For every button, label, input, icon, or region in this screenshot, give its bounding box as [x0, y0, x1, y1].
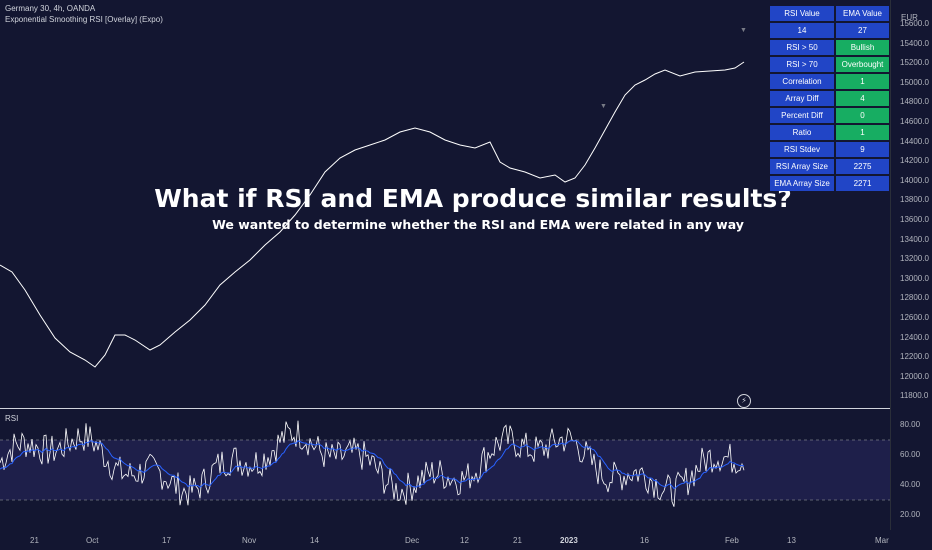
rsi-axis-label: 20.00 [900, 510, 921, 519]
currency-label: EUR [901, 13, 918, 22]
time-axis-label: 21 [513, 536, 522, 545]
price-line [0, 61, 745, 368]
stats-value: 1 [836, 125, 889, 140]
time-axis-label: Oct [86, 536, 99, 545]
headline: What if RSI and EMA produce similar resu… [154, 184, 792, 213]
stats-value: 9 [836, 142, 889, 157]
rsi-pane-label: RSI [5, 414, 19, 423]
stats-table: RSI Value EMA Value 14 27 RSI > 50 Bulli… [768, 4, 891, 193]
rsi-axis-label: 60.00 [900, 450, 921, 459]
price-axis-label: 14600.0 [900, 117, 929, 126]
stats-label: Array Diff [770, 91, 834, 106]
stats-label: RSI > 70 [770, 57, 834, 72]
stats-header-row: RSI Value EMA Value [770, 6, 889, 21]
rsi-ema-line [0, 440, 745, 490]
stats-row: RSI Stdev 9 [770, 142, 889, 157]
time-axis-label: 21 [30, 536, 39, 545]
price-axis-label: 14000.0 [900, 175, 929, 185]
price-axis-label: 14200.0 [900, 156, 929, 166]
price-axis-border [890, 0, 891, 530]
stats-label: Correlation [770, 74, 834, 89]
stats-header-rsi: RSI Value [770, 6, 834, 21]
stats-row: Percent Diff 0 [770, 108, 889, 123]
price-axis-label: 12600.0 [900, 313, 929, 322]
stats-value: 2271 [836, 176, 889, 191]
price-axis-label: 14800.0 [900, 97, 929, 107]
price-axis-label: 15600.0 [900, 19, 929, 28]
stats-label: Ratio [770, 125, 834, 140]
rsi-band-fill [0, 440, 890, 500]
price-axis-label: 15200.0 [900, 58, 929, 68]
rsi-chart[interactable] [0, 410, 890, 530]
time-axis-label: 16 [640, 536, 649, 545]
stats-row: Ratio 1 [770, 125, 889, 140]
time-axis-label: Mar [875, 536, 889, 545]
triangle-down-icon: ▼ [740, 27, 747, 34]
rsi-axis-label: 40.00 [900, 480, 921, 489]
rsi-axis-label: 80.00 [900, 420, 921, 429]
time-axis-label: Nov [242, 536, 257, 545]
time-axis-label: 2023 [560, 536, 578, 545]
stats-value: 4 [836, 91, 889, 106]
stats-label: RSI Array Size [770, 159, 834, 174]
stats-value: 2275 [836, 159, 889, 174]
price-axis-label: 13200.0 [900, 254, 929, 264]
rsi-line [0, 420, 745, 507]
stats-value: 1 [836, 74, 889, 89]
time-axis-label: Feb [725, 536, 739, 545]
stats-row: RSI > 70 Overbought [770, 57, 889, 72]
stats-label: Percent Diff [770, 108, 834, 123]
time-axis-label: 17 [162, 536, 171, 545]
subheadline: We wanted to determine whether the RSI a… [212, 217, 744, 232]
stats-label: RSI Stdev [770, 142, 834, 157]
price-axis-label: 15400.0 [900, 38, 929, 48]
stats-value: Overbought [836, 57, 889, 72]
time-axis-label: 12 [460, 536, 469, 545]
stats-row: RSI Array Size 2275 [770, 159, 889, 174]
stats-row: Array Diff 4 [770, 91, 889, 106]
time-axis-label: 13 [787, 536, 796, 545]
price-axis-label: 12000.0 [900, 371, 929, 381]
triangle-down-icon: ▼ [600, 103, 607, 110]
price-axis-label: 14400.0 [900, 136, 929, 146]
stats-row: RSI > 50 Bullish [770, 40, 889, 55]
stats-label: RSI > 50 [770, 40, 834, 55]
price-axis-label: 12200.0 [900, 352, 929, 362]
stats-value: Bullish [836, 40, 889, 55]
price-chart[interactable] [0, 0, 890, 408]
stats-header-ema: EMA Value [836, 6, 889, 21]
price-axis-label: 13600.0 [900, 215, 929, 224]
price-axis-label: 12400.0 [900, 332, 929, 342]
time-axis-label: 14 [310, 536, 319, 545]
stats-row: Correlation 1 [770, 74, 889, 89]
price-axis-label: 13400.0 [900, 234, 929, 244]
symbol-title[interactable]: Germany 30, 4h, OANDA [5, 4, 96, 13]
stats-value: 27 [836, 23, 889, 38]
price-axis-label: 11800.0 [900, 391, 929, 401]
stats-label: EMA Array Size [770, 176, 834, 191]
pane-divider[interactable] [0, 408, 890, 409]
stats-label: 14 [770, 23, 834, 38]
indicator-title[interactable]: Exponential Smoothing RSI [Overlay] (Exp… [5, 15, 163, 24]
stats-row: 14 27 [770, 23, 889, 38]
stats-value: 0 [836, 108, 889, 123]
stats-row: EMA Array Size 2271 [770, 176, 889, 191]
price-axis-label: 13800.0 [900, 195, 929, 205]
time-axis-label: Dec [405, 536, 420, 545]
price-axis-label: 15000.0 [900, 77, 929, 87]
lightning-icon[interactable]: ⚡ [737, 394, 751, 408]
price-axis-label: 13000.0 [900, 273, 929, 283]
price-axis-label: 12800.0 [900, 293, 929, 303]
